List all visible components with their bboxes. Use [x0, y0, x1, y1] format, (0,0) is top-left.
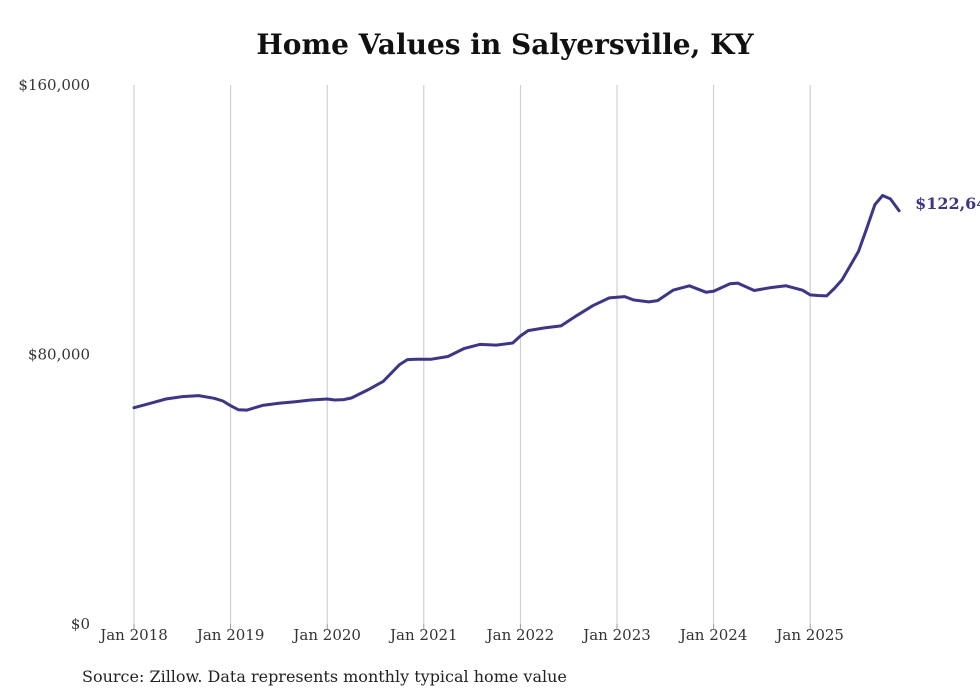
x-tick-label: Jan 2025 — [774, 626, 844, 644]
chart-title: Home Values in Salyersville, KY — [256, 28, 754, 61]
end-labels: $122,642 — [915, 194, 980, 213]
x-tick-label: Jan 2018 — [98, 626, 168, 644]
x-tick-label: Jan 2022 — [485, 626, 555, 644]
series-lines — [132, 194, 901, 412]
x-tick-label: Jan 2021 — [388, 626, 458, 644]
y-tick-label: $0 — [71, 615, 90, 633]
y-tick-label: $160,000 — [18, 76, 90, 94]
x-tick-label: Jan 2019 — [195, 626, 265, 644]
series-line — [132, 194, 901, 412]
x-axis-ticks: Jan 2018 Jan 2019 Jan 2020 Jan 2021 Jan 2022… — [98, 626, 844, 644]
y-tick-label: $80,000 — [28, 346, 90, 364]
x-tick-label: Jan 2020 — [291, 626, 361, 644]
source-note: Source: Zillow. Data represents monthly … — [82, 667, 567, 686]
y-axis-ticks: $0 $80,000 $160,000 — [18, 76, 90, 633]
x-tick-label: Jan 2024 — [678, 626, 748, 644]
x-tick-label: Jan 2023 — [581, 626, 651, 644]
gridlines — [133, 85, 811, 629]
end-value-label: $122,642 — [915, 194, 980, 213]
